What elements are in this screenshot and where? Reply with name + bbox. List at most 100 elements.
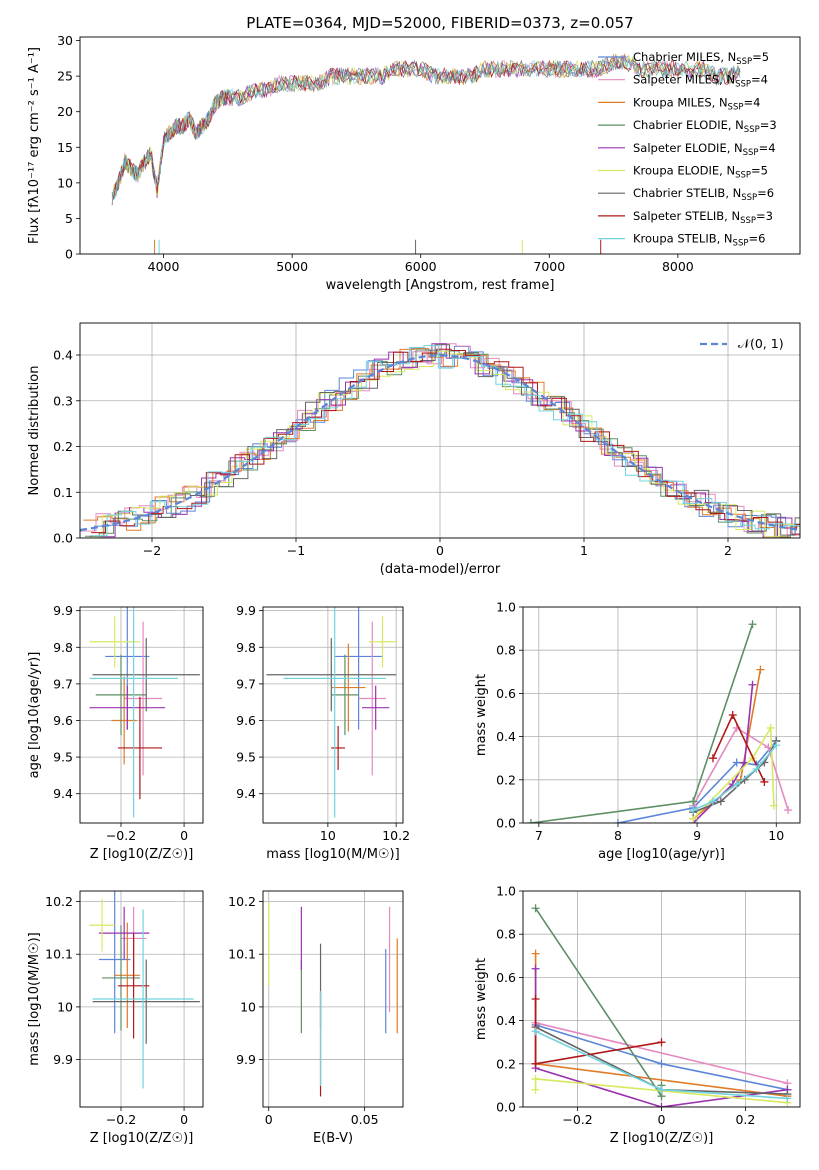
y-axis-label: mass [log10(M/M☉)] [27, 932, 42, 1065]
legend-entry: Salpeter MILES, NSSP=4 [633, 73, 768, 90]
x-tick-label: 0 [658, 1112, 666, 1127]
weight-point [708, 797, 717, 806]
weight-point [531, 1074, 540, 1083]
weight-point [756, 665, 765, 674]
x-tick-label: 1 [580, 543, 588, 558]
plot-area [523, 607, 800, 823]
weight-point [657, 1038, 666, 1047]
weight-point [708, 754, 717, 763]
weight-point [531, 964, 540, 973]
residual-histogram [84, 349, 800, 538]
y-tick-label: 9.4 [236, 786, 256, 801]
y-axis-label: age [log10(age/yr)] [27, 652, 42, 779]
weight-point [728, 711, 737, 719]
y-tick-label: 5 [65, 211, 73, 226]
weight-point [657, 1103, 666, 1107]
x-tick-label: 10.2 [382, 828, 410, 843]
legend-value: =6 [757, 186, 774, 200]
weight-point [613, 819, 622, 823]
residual-histogram [91, 348, 800, 534]
panel-age_vs_mass: 10 10.2 9.4 9.5 9.6 9.7 9.8 9.9 mass [log10(M/M☉… [236, 603, 410, 862]
legend-value: =4 [759, 141, 776, 155]
weight-point [748, 620, 757, 629]
weight-point [783, 1094, 792, 1103]
weight-point [526, 819, 535, 823]
legend-value: =6 [748, 232, 765, 246]
legend-entry: Kroupa MILES, NSSP=4 [633, 95, 760, 112]
legend-entry: Chabrier ELODIE, NSSP=3 [633, 118, 777, 135]
x-tick-label: 2 [724, 543, 732, 558]
weight-point [531, 1059, 540, 1068]
y-tick-label: 9.8 [53, 640, 73, 655]
legend-value: =5 [752, 50, 769, 64]
residual-histogram [92, 345, 800, 537]
axes-frame [79, 36, 801, 255]
weight-point [689, 806, 698, 815]
x-tick-label: 8000 [662, 259, 694, 274]
weight-point [760, 777, 769, 786]
x-tick-label: −0.2 [562, 1112, 592, 1127]
spectrum-line [111, 55, 741, 206]
legend-value: =3 [760, 118, 777, 132]
y-tick-label: 1.0 [496, 884, 516, 899]
residual-histogram [80, 346, 800, 532]
y-tick-label: 9.9 [236, 1052, 256, 1067]
legend-subscript: SSP [740, 216, 756, 226]
x-tick-label: 8 [614, 828, 622, 843]
weight-point [531, 995, 540, 1003]
y-axis-label: mass weight [474, 958, 489, 1040]
y-axis-label: mass weight [474, 674, 489, 756]
panel-residuals: −2 −1 0 1 2 0.0 0.1 0.2 0.3 0.4 (data-model)/error… [27, 322, 801, 577]
legend-value: =5 [751, 164, 768, 178]
y-tick-label: 9.5 [53, 750, 73, 765]
spectrum-line [111, 57, 741, 204]
x-axis-label: Z [log10(Z/Z☉)] [90, 1131, 194, 1146]
y-tick-label: 30 [57, 33, 73, 48]
weight-series-line [534, 907, 663, 1099]
panel-mass_vs_Z: −0.2 0 9.9 10 10.1 10.2 Z [log10(Z/Z☉)] mass [l… [27, 890, 204, 1146]
y-tick-label: 0.3 [53, 393, 73, 408]
y-tick-label: 15 [57, 140, 73, 155]
x-tick-label: −2 [143, 543, 161, 558]
plot-area [80, 323, 800, 538]
legend-value: =4 [751, 73, 768, 87]
axes-frame [79, 322, 801, 539]
legend-entry: Salpeter STELIB, NSSP=3 [633, 209, 773, 226]
legend-entry: Kroupa ELODIE, NSSP=5 [633, 164, 768, 181]
plot-area [263, 891, 403, 1107]
weight-point [752, 765, 761, 773]
panel-mass_vs_EBV: 0 0.05 9.9 10 10.1 10.2 E(B-V) [228, 890, 404, 1146]
legend-subscript: SSP [733, 239, 749, 249]
x-axis-label: age [log10(age/yr)] [598, 847, 725, 862]
y-tick-label: 9.9 [236, 603, 256, 618]
legend-entry: Kroupa STELIB, NSSP=6 [633, 232, 765, 249]
x-tick-label: 0.2 [735, 1112, 755, 1127]
y-tick-label: 20 [57, 104, 73, 119]
x-tick-label: −0.2 [106, 828, 136, 843]
y-tick-label: 0.4 [53, 348, 73, 363]
x-axis-label: E(B-V) [313, 1131, 353, 1146]
legend-entry: Salpeter ELODIE, NSSP=4 [633, 141, 776, 158]
x-tick-label: 0.05 [351, 1112, 379, 1127]
y-tick-label: 0.1 [53, 485, 73, 500]
y-tick-label: 0.0 [53, 531, 73, 546]
plot-area [523, 891, 800, 1107]
legend-subscript: SSP [728, 102, 744, 112]
weight-point [732, 780, 741, 789]
weight-series-line [692, 726, 789, 811]
x-tick-label: 7000 [533, 259, 565, 274]
panel-weight_vs_age: 7 8 9 10 0.0 0.2 0.4 0.6 0.8 1.0 age [log10(age/yr… [474, 600, 801, 862]
weight-point [689, 797, 698, 806]
y-tick-label: 10 [240, 999, 256, 1014]
x-tick-label: −0.2 [106, 1112, 136, 1127]
y-tick-label: 1.0 [496, 600, 516, 615]
plot-area [111, 53, 741, 254]
y-tick-label: 0.6 [496, 686, 516, 701]
y-tick-label: 25 [57, 69, 73, 84]
residual-histogram [86, 343, 800, 538]
y-tick-label: 0.2 [53, 439, 73, 454]
weight-point [716, 797, 725, 806]
x-tick-label: 9 [693, 828, 701, 843]
legend-entry: Chabrier STELIB, NSSP=6 [633, 186, 774, 203]
